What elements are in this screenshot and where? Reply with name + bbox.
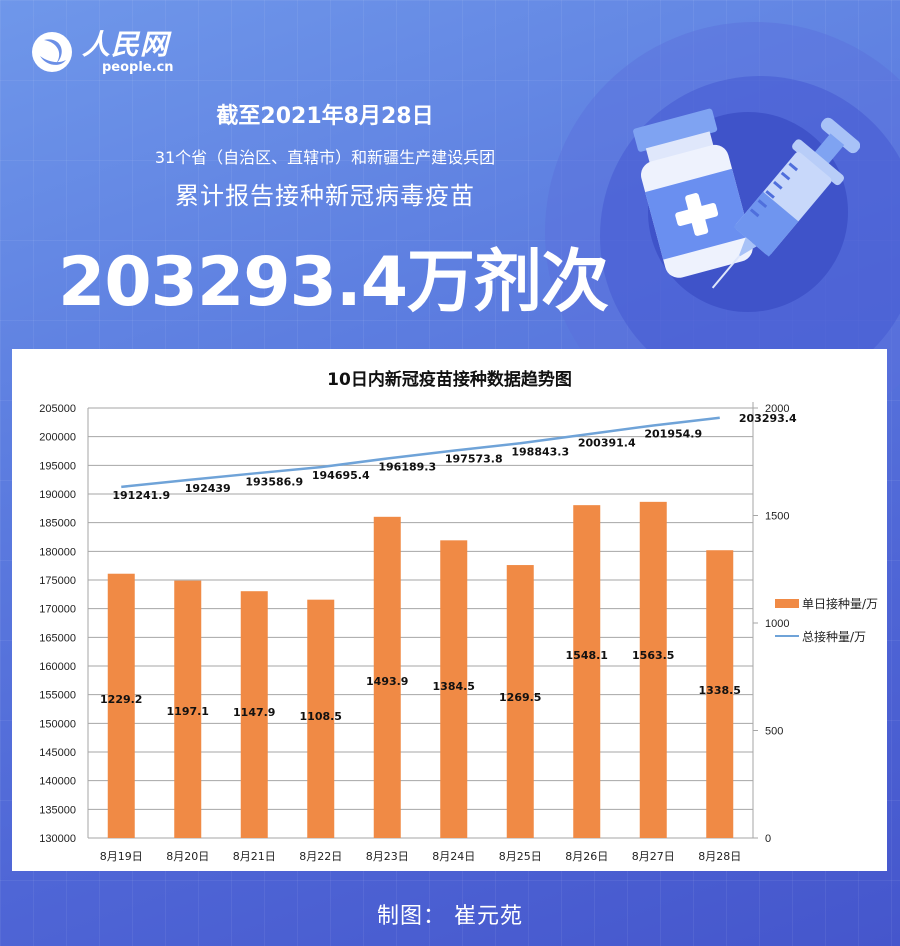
left-axis-tick: 165000 — [39, 632, 76, 644]
line-value-label: 200391.4 — [578, 436, 636, 449]
right-axis-tick: 500 — [765, 726, 783, 738]
bar-value-label: 1384.5 — [433, 680, 475, 693]
bar — [706, 550, 734, 838]
line-value-label: 194695.4 — [312, 469, 370, 482]
bar — [174, 580, 202, 838]
bar-value-label: 1548.1 — [566, 649, 608, 662]
bar — [573, 505, 601, 838]
logo-english: people.cn — [102, 59, 174, 75]
left-axis-tick: 205000 — [39, 403, 76, 415]
left-axis-tick: 150000 — [39, 718, 76, 730]
x-axis-label: 8月22日 — [299, 850, 342, 863]
combo-chart: 205000 200000 195000 190000 185000 180000 1750… — [39, 402, 878, 863]
bar-value-label: 1229.2 — [100, 693, 142, 706]
x-axis-label: 8月19日 — [100, 850, 143, 863]
headline-total-doses: 203293.4万剂次 — [58, 243, 609, 322]
line-value-label: 192439 — [185, 482, 231, 495]
left-axis-tick: 160000 — [39, 661, 76, 673]
line-value-label: 196189.3 — [378, 461, 436, 474]
bar — [440, 540, 468, 838]
description-text: 累计报告接种新冠病毒疫苗 — [175, 182, 475, 210]
legend-bar-swatch — [775, 599, 799, 608]
right-axis-tick: 2000 — [765, 403, 789, 415]
bar-value-label: 1269.5 — [499, 691, 541, 704]
bar — [373, 516, 401, 838]
vaccine-illustration — [633, 108, 860, 289]
x-axis-label: 8月28日 — [698, 850, 741, 863]
left-axis-tick: 195000 — [39, 460, 76, 472]
right-axis-tick: 1500 — [765, 511, 789, 523]
total-doses-line — [121, 416, 720, 489]
right-axis-tick: 0 — [765, 833, 771, 845]
bar — [307, 599, 335, 838]
credit-text: 制图： 崔元苑 — [377, 904, 523, 929]
left-axis-tick: 135000 — [39, 804, 76, 816]
left-axis-tick: 180000 — [39, 546, 76, 558]
chart-title: 10日内新冠疫苗接种数据趋势图 — [327, 370, 572, 390]
x-axis-label: 8月24日 — [432, 850, 475, 863]
scope-text: 31个省（自治区、直辖市）和新疆生产建设兵团 — [154, 148, 496, 167]
x-axis-label: 8月26日 — [565, 850, 608, 863]
bar-value-label: 1147.9 — [233, 706, 275, 719]
logo-globe-icon — [32, 32, 72, 72]
left-axis-tick: 145000 — [39, 747, 76, 759]
line-value-label: 198843.3 — [511, 445, 569, 458]
x-axis-label: 8月20日 — [166, 850, 209, 863]
as-of-date: 截至2021年8月28日 — [216, 104, 434, 129]
left-axis-tick: 140000 — [39, 776, 76, 788]
logo-chinese: 人民网 — [82, 27, 170, 61]
x-axis-label: 8月23日 — [366, 850, 409, 863]
line-value-label: 191241.9 — [112, 489, 170, 502]
bar-value-label: 1197.1 — [167, 705, 209, 718]
bar — [240, 591, 268, 838]
right-axis-tick: 1000 — [765, 618, 789, 630]
vaccine-vial-icon — [633, 108, 753, 278]
left-axis-tick: 170000 — [39, 604, 76, 616]
legend-line-label: 总接种量/万 — [802, 629, 866, 644]
line-value-label: 201954.9 — [644, 427, 702, 440]
line-value-label: 197573.8 — [445, 453, 503, 466]
left-axis-tick: 185000 — [39, 518, 76, 530]
syringe-icon — [711, 117, 860, 289]
left-axis-tick: 175000 — [39, 575, 76, 587]
chart-card: 10日内新冠疫苗接种数据趋势图 205000 200000 195000 190000… — [12, 349, 887, 871]
left-axis-tick: 155000 — [39, 690, 76, 702]
bar-value-label: 1338.5 — [699, 684, 741, 697]
x-axis-label: 8月25日 — [499, 850, 542, 863]
left-axis-tick: 200000 — [39, 432, 76, 444]
left-axis-tick: 190000 — [39, 489, 76, 501]
left-axis-tick: 130000 — [39, 833, 76, 845]
x-axis-label: 8月27日 — [632, 850, 675, 863]
line-value-label: 203293.4 — [739, 412, 797, 425]
bar — [639, 501, 667, 838]
bar — [107, 573, 135, 838]
bar-value-label: 1493.9 — [366, 675, 408, 688]
line-value-label: 193586.9 — [245, 475, 303, 488]
bar — [506, 565, 534, 838]
people-cn-logo: 人民网 people.cn — [30, 30, 174, 74]
bar-value-label: 1563.5 — [632, 649, 674, 662]
bar-value-label: 1108.5 — [300, 710, 342, 723]
legend-bar-label: 单日接种量/万 — [802, 596, 878, 611]
x-axis-label: 8月21日 — [233, 850, 276, 863]
